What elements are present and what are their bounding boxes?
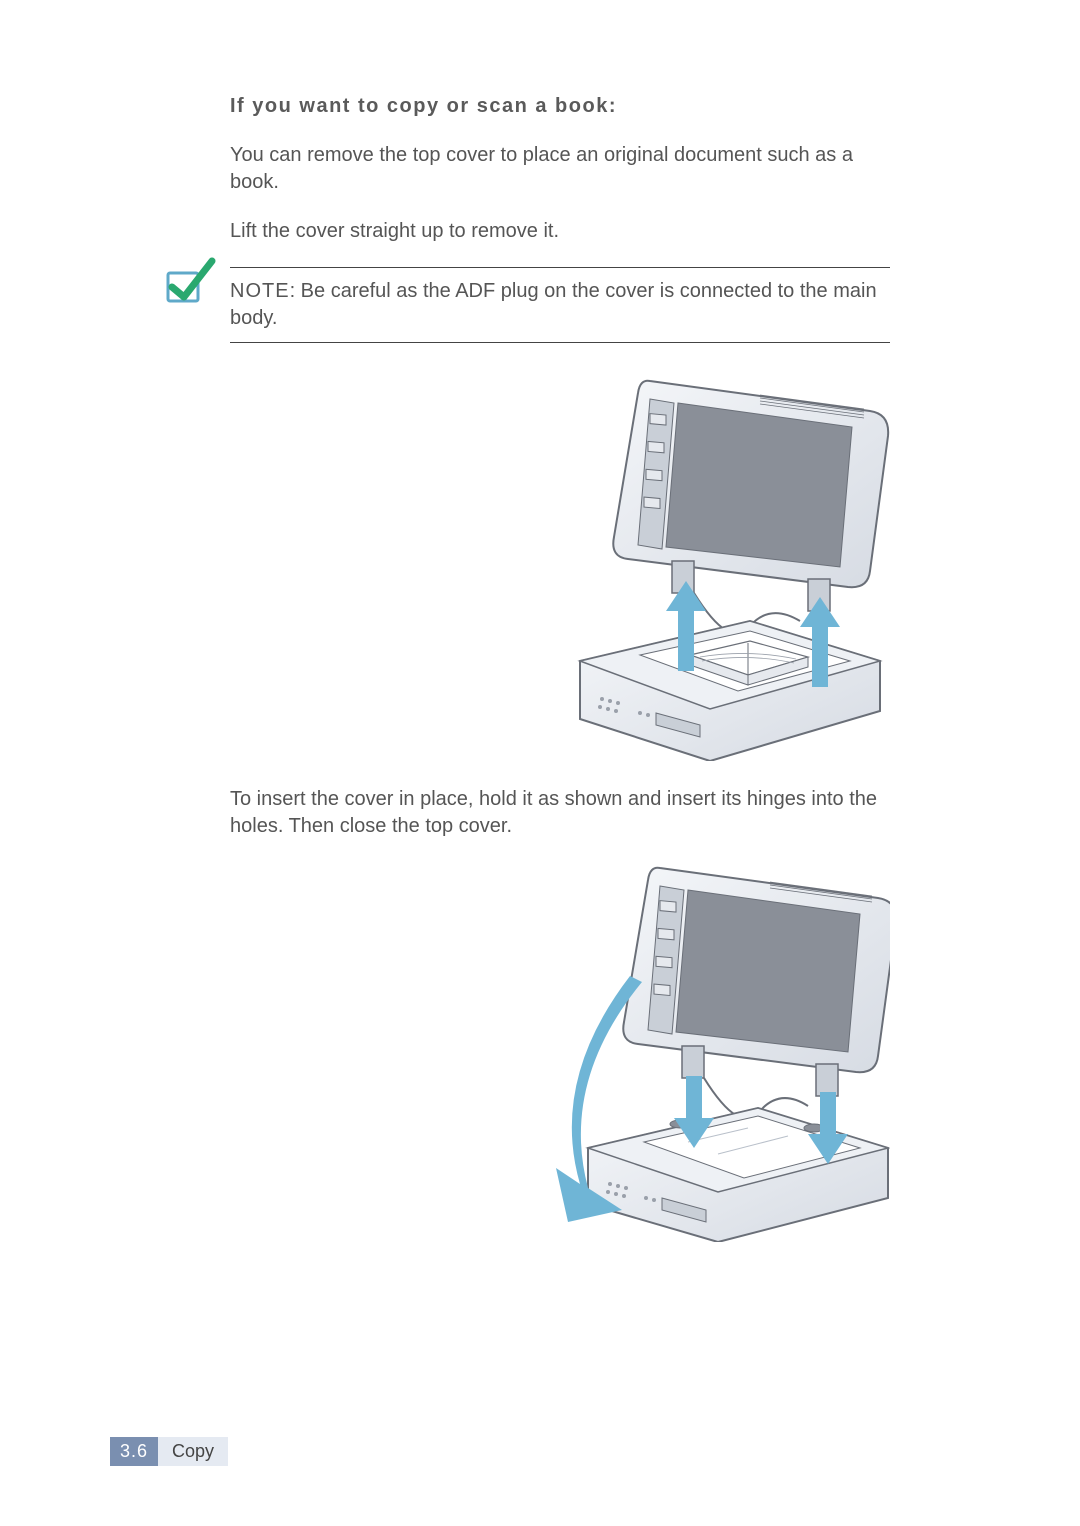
note-rule-bottom [230, 342, 890, 343]
illustration-lift [550, 371, 890, 766]
illustration-insert-wrap [230, 862, 890, 1247]
illustration-insert [550, 862, 890, 1247]
page-number: 3.6 [110, 1437, 158, 1466]
section-heading: If you want to copy or scan a book: [230, 95, 890, 118]
note-rule-top [230, 267, 890, 268]
illustration-lift-wrap [230, 371, 890, 766]
note-text: NOTE: Be careful as the ADF plug on the … [230, 278, 890, 332]
page-footer: 3.6 Copy [110, 1437, 228, 1466]
paragraph-insert: To insert the cover in place, hold it as… [230, 786, 890, 840]
checkmark-icon [162, 253, 218, 309]
note-body: : Be careful as the ADF plug on the cove… [230, 280, 877, 329]
paragraph-intro: You can remove the top cover to place an… [230, 142, 890, 196]
content-column: If you want to copy or scan a book: You … [230, 95, 890, 1247]
manual-page: If you want to copy or scan a book: You … [0, 0, 1080, 1526]
note-label: NOTE [230, 280, 290, 302]
note-block: NOTE: Be careful as the ADF plug on the … [230, 267, 890, 343]
section-label: Copy [158, 1437, 228, 1466]
paragraph-lift: Lift the cover straight up to remove it. [230, 218, 890, 245]
